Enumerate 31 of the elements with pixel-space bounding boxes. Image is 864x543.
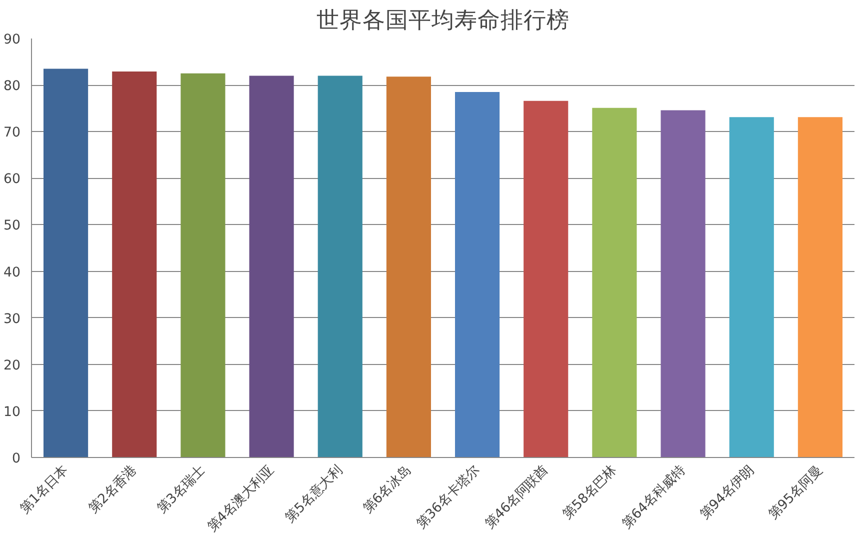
y-tick-label: 30: [4, 312, 21, 327]
bar: [729, 117, 774, 458]
x-tick-label: 第36名卡塔尔: [414, 463, 483, 532]
bar: [455, 92, 500, 458]
x-tick-label: 第58名巴林: [560, 463, 620, 523]
x-tick-label: 第94名伊朗: [696, 462, 757, 523]
x-tick-label: 第64名科威特: [620, 463, 688, 532]
chart-title: 世界各国平均寿命排行榜: [316, 8, 570, 34]
x-tick-label: 第5名意大利: [282, 463, 346, 526]
bar: [318, 76, 362, 458]
bar: [386, 76, 431, 458]
x-tick-label: 第6名冰岛: [360, 463, 414, 517]
y-tick-label: 90: [4, 32, 21, 48]
x-tick-label: 第2名香港: [86, 463, 140, 517]
bar: [249, 76, 294, 458]
y-tick-label: 80: [4, 79, 21, 94]
y-tick-label: 70: [4, 126, 21, 141]
y-tick-label: 40: [4, 265, 21, 280]
x-tick-label: 第46名阿联酋: [482, 463, 552, 532]
y-tick-label: 20: [4, 358, 21, 374]
bar: [112, 72, 157, 458]
y-tick-label: 50: [4, 218, 21, 234]
bar: [44, 68, 88, 458]
y-tick-label: 10: [4, 404, 21, 420]
bar: [524, 100, 568, 458]
bar: [660, 110, 706, 458]
bar: [180, 73, 226, 458]
bar: [798, 117, 842, 458]
bar: [592, 108, 637, 458]
y-tick-label: 60: [4, 172, 21, 188]
x-tick-label: 第95名阿曼: [766, 463, 826, 523]
